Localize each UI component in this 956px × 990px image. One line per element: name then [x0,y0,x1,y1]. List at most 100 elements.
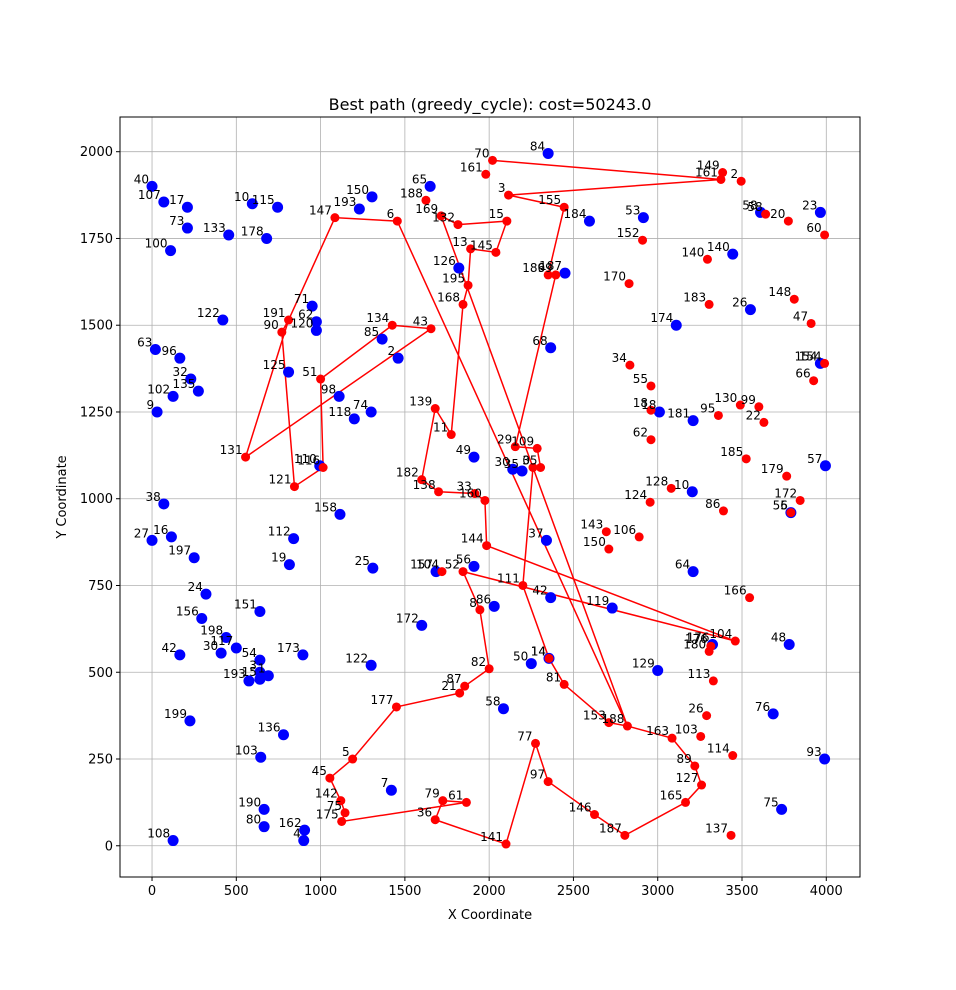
node-point-selected [806,318,816,328]
node-label: 75 [327,799,342,813]
node-label: 29 [497,433,512,447]
node-point-selected [336,796,346,806]
node-label: 199 [164,707,187,721]
node-point-selected [510,442,520,452]
node-label: 104 [709,627,732,641]
node-label: 66 [795,367,810,381]
node-point-unselected [497,703,509,715]
node-point-selected [624,279,634,289]
node-point-selected [786,508,796,518]
node-label: 187 [539,259,562,273]
node-label: 148 [768,285,791,299]
node-point-unselected [727,248,739,260]
node-point-selected [340,808,350,818]
node-label: 14 [531,644,546,658]
node-point-selected [730,636,740,646]
node-point-unselected [174,649,186,661]
node-point-selected [690,761,700,771]
node-point-selected [453,220,463,230]
node-label: 165 [660,788,683,802]
node-point-unselected [181,201,193,213]
node-label: 56 [773,499,788,513]
node-label: 140 [682,245,705,259]
node-label: 2 [387,344,395,358]
node-point-unselected [453,262,465,274]
node-label: 150 [583,535,606,549]
node-label: 183 [683,290,706,304]
node-point-selected [426,324,436,334]
node-point-unselected [196,612,208,624]
node-point-unselected [217,314,229,326]
node-label: 38 [146,490,161,504]
node-point-unselected [246,198,258,210]
node-point-unselected [687,415,699,427]
node-label: 10 [674,478,689,492]
node-point-selected [559,202,569,212]
node-point-unselected [167,390,179,402]
node-label: 82 [471,655,486,669]
node-point-selected [504,190,514,200]
node-point-unselected [637,212,649,224]
node-label: 118 [328,405,351,419]
node-label: 169 [415,202,438,216]
node-point-unselected [184,715,196,727]
x-tick-label: 2000 [473,884,506,899]
node-label: 146 [569,801,592,815]
node-label: 129 [632,657,655,671]
node-point-unselected [819,753,831,765]
node-point-selected [590,810,600,820]
node-point-selected [528,463,538,473]
node-point-selected [625,360,635,370]
node-point-selected [646,381,656,391]
node-point-unselected [261,232,273,244]
node-label: 104 [416,558,439,572]
node-label: 132 [432,211,455,225]
node-point-selected [387,320,397,330]
node-point-selected [438,796,448,806]
node-label: 5 [342,745,350,759]
node-label: 111 [497,571,520,585]
node-label: 189 [522,261,545,275]
node-point-unselected [507,463,519,475]
node-point-selected [645,497,655,507]
node-label: 26 [688,702,703,716]
node-point-unselected [366,191,378,203]
node-point-selected [488,155,498,165]
node-point-selected [620,830,630,840]
node-point-selected [325,773,335,783]
node-point-unselected [310,324,322,336]
node-label: 109 [511,434,534,448]
node-label: 43 [413,315,428,329]
node-label: 3 [498,181,506,195]
node-point-unselected [488,600,500,612]
node-label: 89 [677,752,692,766]
chart-title: Best path (greedy_cycle): cost=50243.0 [329,95,652,115]
node-point-selected [783,216,793,226]
node-point-selected [809,376,819,386]
node-label: 22 [746,408,761,422]
node-label: 190 [238,795,261,809]
node-point-unselected [468,560,480,572]
node-label: 137 [705,821,728,835]
node-point-unselected [744,304,756,316]
node-point-unselected [167,835,179,847]
node-label: 141 [480,830,503,844]
y-tick-label: 500 [88,666,113,681]
node-label: 1 [258,662,266,676]
node-point-selected [437,567,447,577]
node-label: 32 [173,365,188,379]
node-point-selected [502,216,512,226]
node-point-unselected [333,390,345,402]
node-label: 70 [474,146,489,160]
x-tick-label: 3000 [641,884,674,899]
node-point-selected [820,358,830,368]
node-label: 30 [203,639,218,653]
node-point-selected [551,270,561,280]
node-point-selected [536,463,546,473]
node-point-selected [735,400,745,410]
node-point-unselected [385,784,397,796]
node-label: 140 [707,240,730,254]
node-label: 97 [530,768,545,782]
node-point-selected [745,593,755,603]
node-label: 5 [780,499,788,513]
